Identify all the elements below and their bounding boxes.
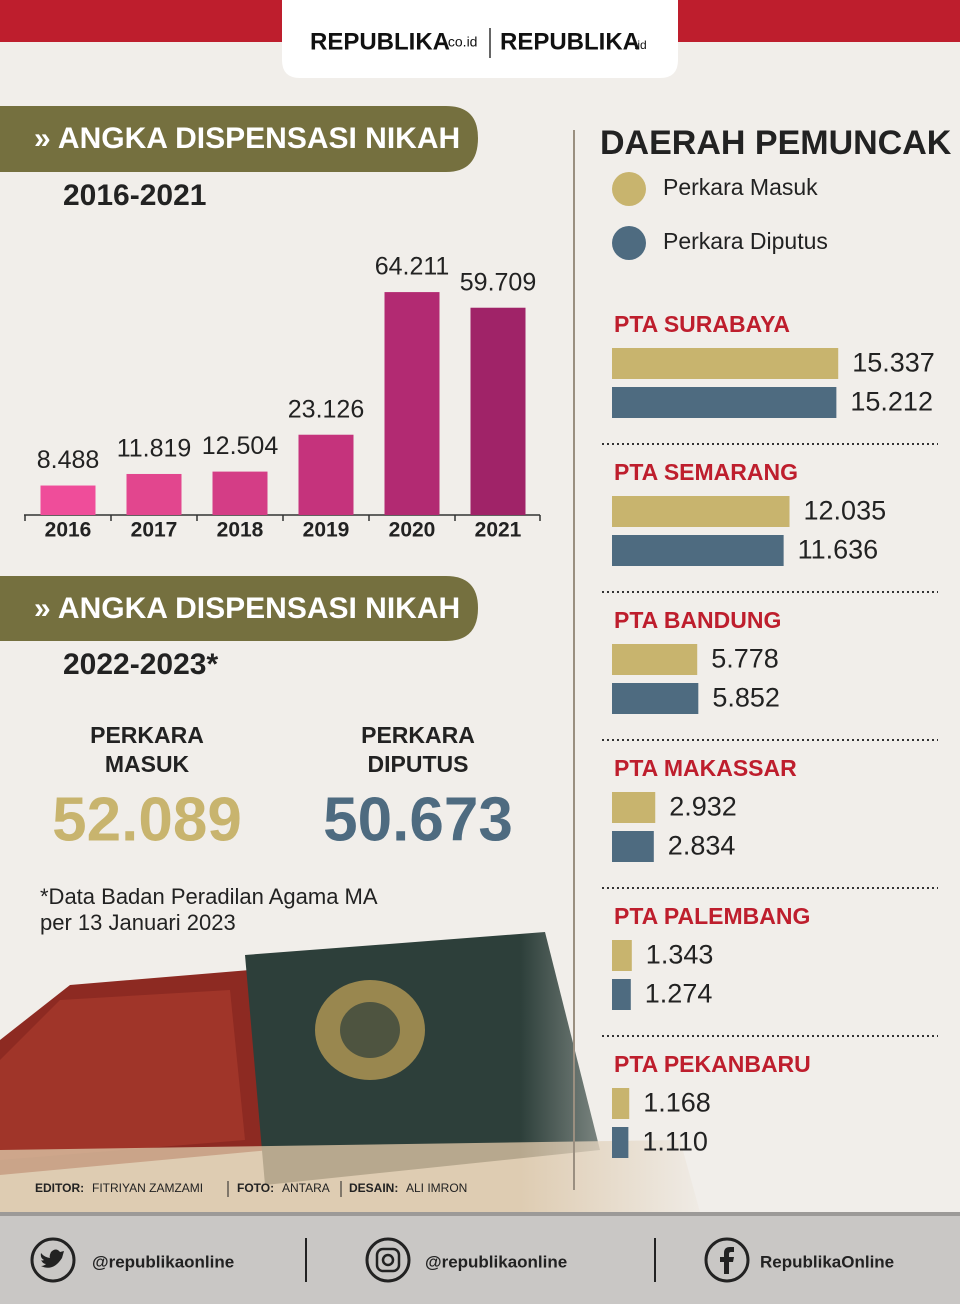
credit-value: FITRIYAN ZAMZAMI	[92, 1181, 203, 1195]
value-label: 11.636	[798, 535, 879, 565]
bar	[612, 644, 698, 675]
value-label: 15.337	[852, 348, 935, 378]
logo-suffix: .id	[634, 38, 647, 52]
legend-label: Perkara Masuk	[663, 174, 818, 200]
credits: EDITOR: FITRIYAN ZAMZAMI FOTO: ANTARA DESAIN…	[35, 1181, 467, 1197]
value-label: 12.035	[804, 496, 887, 526]
category-label: PTA SURABAYA	[614, 311, 790, 337]
bar	[612, 535, 784, 566]
x-tick-label: 2019	[303, 519, 350, 542]
value-label: 5.852	[712, 683, 780, 713]
value-label: 11.819	[117, 435, 192, 463]
value-label: 23.126	[288, 395, 364, 423]
category-label: PTA SEMARANG	[614, 459, 798, 485]
value-label: 1.110	[642, 1127, 708, 1157]
facebook-glyph	[720, 1247, 734, 1274]
value-label: 59.709	[460, 268, 536, 296]
note: per 13 Januari 2023	[40, 910, 236, 935]
bar	[612, 792, 656, 823]
legend-marker	[612, 172, 646, 206]
x-tick-label: 2017	[131, 519, 178, 542]
bar	[612, 387, 837, 418]
twitter-icon	[30, 1237, 76, 1283]
bar	[612, 940, 632, 971]
section-subtitle: 2022-2023*	[63, 648, 218, 681]
credit-label: EDITOR:	[35, 1181, 84, 1195]
section-title: » ANGKA DISPENSASI NIKAH	[34, 592, 460, 625]
value-label: 64.211	[375, 253, 450, 281]
note: *Data Badan Peradilan Agama MA	[40, 884, 378, 909]
title-band	[0, 106, 478, 172]
title-band	[0, 576, 478, 641]
stat-label: DIPUTUS	[368, 751, 469, 777]
instagram-glyph	[375, 1247, 401, 1273]
credit-value: ANTARA	[282, 1181, 330, 1195]
bar	[612, 831, 654, 862]
chart-subtitle: 2016-2021	[63, 179, 206, 212]
legend-label: Perkara Diputus	[663, 228, 828, 254]
facebook-icon	[704, 1237, 750, 1283]
social-handle[interactable]: @republikaonline	[425, 1252, 567, 1271]
social-handle[interactable]: @republikaonline	[92, 1252, 234, 1271]
value-label: 12.504	[202, 432, 279, 460]
credit-label: FOTO:	[237, 1181, 274, 1195]
value-label: 1.343	[646, 940, 714, 970]
twitter-glyph	[40, 1249, 64, 1268]
credit-label: DESAIN:	[349, 1181, 398, 1195]
bar	[470, 307, 526, 515]
stat-label: MASUK	[105, 751, 190, 777]
bar	[298, 434, 354, 515]
value-label: 1.168	[643, 1088, 711, 1118]
stat-value: 52.089	[52, 785, 242, 854]
category-label: PTA BANDUNG	[614, 607, 781, 633]
value-label: 8.488	[37, 446, 100, 474]
legend-marker	[612, 226, 646, 260]
bar	[126, 473, 182, 515]
value-label: 15.212	[850, 387, 933, 417]
bar	[612, 683, 699, 714]
x-tick-label: 2018	[217, 519, 264, 542]
bar	[212, 471, 268, 515]
bar	[612, 979, 631, 1010]
value-label: 5.778	[711, 644, 779, 674]
footer-line	[0, 1212, 960, 1216]
value-label: 2.834	[668, 831, 736, 861]
category-label: PTA PALEMBANG	[614, 903, 810, 929]
x-tick-label: 2020	[389, 519, 436, 542]
chart-title: » ANGKA DISPENSASI NIKAH	[34, 122, 460, 155]
bar	[612, 1088, 630, 1119]
logo: REPUBLIKA	[310, 28, 450, 55]
credit-value: ALI IMRON	[406, 1181, 467, 1195]
photo	[0, 930, 720, 1215]
category-label: PTA PEKANBARU	[614, 1051, 811, 1077]
hbar-chart: Perkara Masuk Perkara Diputus PTA SURABAYA…	[602, 172, 938, 1158]
stat-value: 50.673	[323, 785, 513, 854]
instagram-glyph	[381, 1253, 395, 1267]
logo-suffix: .co.id	[444, 34, 477, 50]
logo-box	[282, 0, 678, 78]
bar	[612, 496, 790, 527]
stat-label: PERKARA	[361, 722, 475, 748]
x-tick-label: 2021	[475, 519, 522, 542]
bar	[40, 485, 96, 515]
stat-label: PERKARA	[90, 722, 204, 748]
footer	[0, 1212, 960, 1304]
chart-title: DAERAH PEMUNCAK	[600, 124, 952, 162]
instagram-icon	[365, 1237, 411, 1283]
value-label: 1.274	[645, 979, 713, 1009]
x-tick-label: 2016	[45, 519, 92, 542]
bar	[384, 292, 440, 515]
logo: REPUBLIKA	[500, 28, 640, 55]
category-label: PTA MAKASSAR	[614, 755, 797, 781]
bar-chart: 2016 8.488 2017 11.819 2018 12.504 2019 23.126 2…	[24, 253, 541, 542]
social-handle[interactable]: RepublikaOnline	[760, 1252, 894, 1271]
value-label: 2.932	[669, 792, 737, 822]
bar	[612, 1127, 629, 1158]
bar	[612, 348, 839, 379]
